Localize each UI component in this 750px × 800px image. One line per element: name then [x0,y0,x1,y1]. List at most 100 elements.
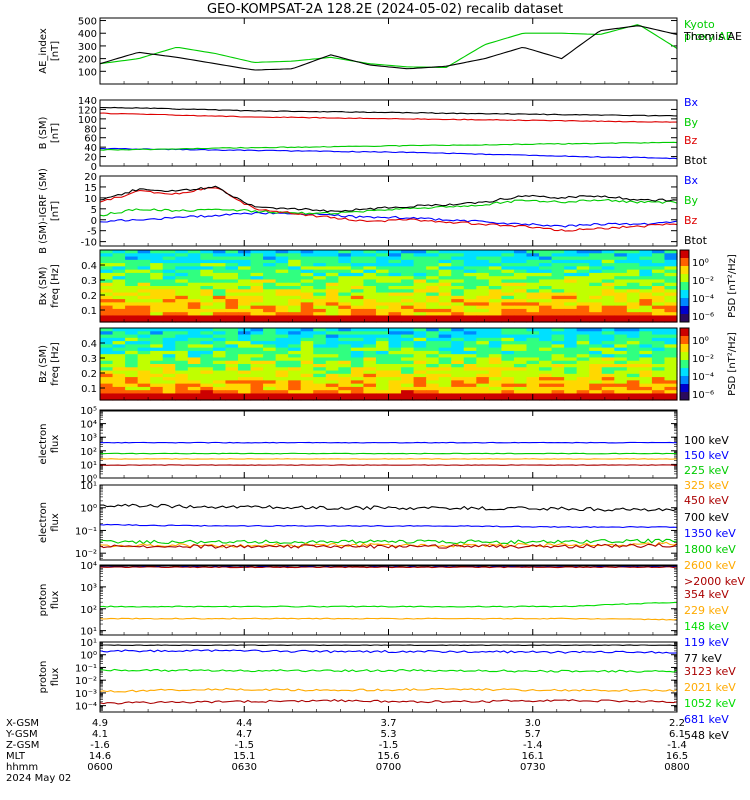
heatmap-cell [112,315,126,320]
heatmap-cell [551,305,565,310]
heatmap-cell [463,279,477,284]
colorbar-tick-label: 10⁻⁴ [692,294,714,305]
heatmap-cell [225,259,239,264]
heatmap-cell [401,334,415,339]
heatmap-cell [526,282,540,287]
heatmap-cell [526,347,540,352]
heatmap-cell [338,279,352,284]
heatmap-cell [388,253,402,258]
heatmap-cell [288,315,302,320]
heatmap-cell [451,350,465,355]
heatmap-cell [501,328,515,332]
heatmap-cell [639,357,653,362]
heatmap-cell [187,276,201,281]
heatmap-cell [263,302,277,307]
heatmap-cell [564,370,578,375]
heatmap-cell [250,259,264,264]
heatmap-cell [275,386,289,391]
heatmap-cell [513,337,528,342]
heatmap-cell [388,360,402,365]
heatmap-cell [313,383,327,388]
heatmap-cell [237,263,252,267]
heatmap-cell [601,266,615,271]
heatmap-cell [100,289,114,294]
heatmap-cell [363,331,377,336]
heatmap-cell [263,259,277,264]
heatmap-cell [639,364,653,368]
heatmap-cell [100,354,114,359]
heatmap-cell [501,393,515,398]
heatmap-cell [476,318,490,323]
heatmap-cell [225,289,239,294]
time-axis-value: 0600 [87,762,112,773]
colorbar-swatch [680,274,689,283]
heatmap-cell [401,357,415,362]
heatmap-cell [288,312,302,317]
heatmap-cell [564,269,578,274]
heatmap-cell [651,272,666,277]
heatmap-cell [112,256,126,261]
heatmap-cell [589,266,603,271]
heatmap-cell [313,341,327,345]
heatmap-cell [513,341,528,345]
heatmap-cell [539,279,553,284]
heatmap-cell [313,256,327,261]
heatmap-cell [363,393,377,398]
heatmap-cell [200,266,214,271]
heatmap-cell [564,256,578,261]
heatmap-cell [100,302,114,307]
heatmap-cell [539,364,553,368]
heatmap-cell [564,292,578,297]
heatmap-cell [375,383,390,388]
heatmap-cell [589,299,603,303]
heatmap-cell [162,328,176,332]
heatmap-cell [225,331,239,336]
heatmap-cell [539,344,553,349]
heatmap-cell [576,370,590,375]
heatmap-cell [300,380,314,385]
legend-entry: Btot [684,154,708,167]
heatmap-cell [639,279,653,284]
heatmap-cell [275,367,289,372]
heatmap-cell [100,334,114,339]
heatmap-cell [639,286,653,290]
heatmap-cell [288,256,302,261]
heatmap-cell [112,269,126,274]
heatmap-cell [250,263,264,267]
heatmap-cell [212,331,227,336]
heatmap-cell [426,337,440,342]
heatmap-cell [488,354,502,359]
heatmap-cell [476,377,490,381]
heatmap-cell [125,370,139,375]
heatmap-cell [225,253,239,258]
heatmap-cell [338,364,352,368]
heatmap-cell [513,315,528,320]
heatmap-cell [175,331,189,336]
heatmap-cell [125,308,139,313]
heatmap-cell [250,253,264,258]
heatmap-cell [463,354,477,359]
heatmap-cell [237,312,252,317]
heatmap-cell [401,292,415,297]
heatmap-cell [225,357,239,362]
heatmap-cell [451,263,465,267]
heatmap-cell [288,302,302,307]
heatmap-cell [250,396,264,401]
heatmap-cell [388,370,402,375]
heatmap-cell [200,250,214,254]
heatmap-cell [212,393,227,398]
heatmap-cell [162,272,176,277]
heatmap-cell [589,377,603,381]
heatmap-cell [187,396,201,401]
heatmap-cell [225,312,239,317]
heatmap-cell [551,282,565,287]
heatmap-cell [476,253,490,258]
heatmap-cell [187,337,201,342]
heatmap-cell [237,269,252,274]
heatmap-cell [576,272,590,277]
heatmap-cell [401,341,415,345]
heatmap-cell [526,259,540,264]
heatmap-cell [313,295,327,300]
heatmap-cell [513,256,528,261]
heatmap-cell [288,383,302,388]
